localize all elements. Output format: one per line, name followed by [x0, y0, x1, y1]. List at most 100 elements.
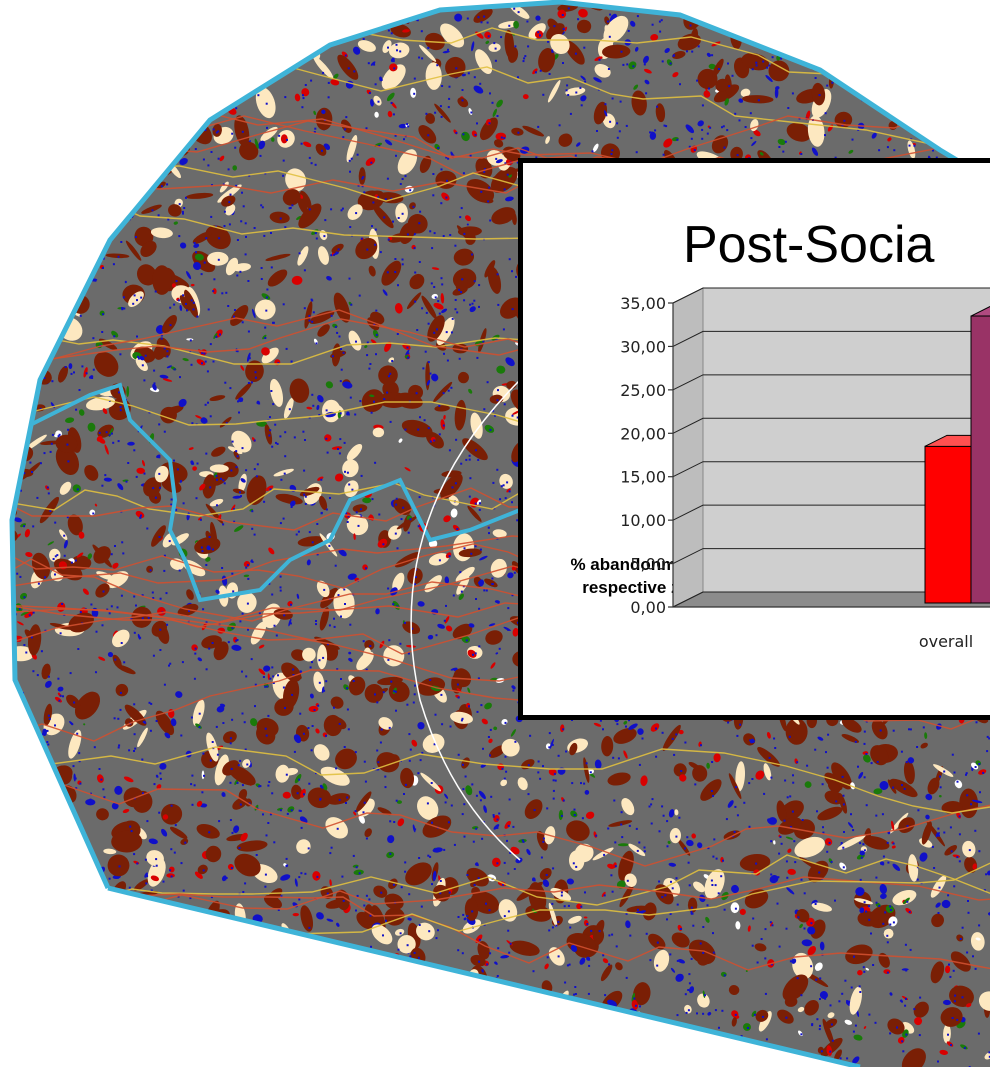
land-cover-pixel: [397, 948, 400, 951]
land-cover-patch: [688, 986, 695, 994]
land-cover-pixel: [31, 471, 33, 473]
land-cover-patch: [240, 832, 248, 842]
land-cover-pixel: [399, 183, 402, 185]
land-cover-pixel: [445, 604, 447, 607]
land-cover-pixel: [119, 708, 122, 711]
land-cover-pixel: [691, 50, 694, 53]
land-cover-patch: [43, 703, 53, 726]
land-cover-patch: [492, 529, 507, 538]
land-cover-pixel: [50, 194, 53, 197]
land-cover-patch: [312, 871, 321, 881]
land-cover-pixel: [797, 916, 800, 919]
land-cover-patch: [615, 962, 623, 971]
land-cover-patch: [535, 15, 541, 21]
land-cover-patch: [799, 923, 803, 929]
land-cover-patch: [179, 158, 188, 165]
land-cover-pixel: [898, 61, 901, 64]
land-cover-patch: [944, 110, 953, 118]
land-cover-pixel: [825, 751, 827, 754]
land-cover-pixel: [328, 997, 331, 1000]
land-cover-pixel: [438, 433, 441, 436]
land-cover-pixel: [824, 997, 827, 1000]
land-cover-pixel: [449, 234, 452, 236]
land-cover-pixel: [234, 309, 236, 311]
land-cover-pixel: [764, 928, 767, 931]
land-cover-pixel: [130, 82, 133, 85]
land-cover-pixel: [727, 62, 729, 65]
land-cover-patch: [54, 928, 62, 936]
land-cover-pixel: [270, 390, 273, 392]
land-cover-pixel: [383, 398, 386, 400]
land-cover-pixel: [154, 1031, 157, 1033]
land-cover-pixel: [489, 219, 492, 222]
land-cover-pixel: [474, 502, 477, 505]
land-cover-pixel: [261, 206, 264, 209]
land-cover-pixel: [393, 67, 396, 70]
land-cover-pixel: [354, 751, 357, 754]
land-cover-pixel: [811, 1024, 814, 1027]
land-cover-patch: [102, 974, 110, 984]
land-cover-pixel: [616, 136, 619, 139]
land-cover-pixel: [372, 201, 375, 204]
land-cover-pixel: [371, 225, 373, 228]
land-cover-pixel: [557, 920, 560, 923]
land-cover-pixel: [323, 973, 326, 976]
land-cover-pixel: [230, 469, 233, 472]
land-cover-patch: [105, 24, 114, 34]
land-cover-patch: [12, 970, 38, 983]
land-cover-patch: [12, 133, 24, 157]
land-cover-pixel: [229, 742, 232, 745]
land-cover-pixel: [434, 111, 437, 114]
land-cover-patch: [103, 848, 117, 855]
land-cover-patch: [826, 1045, 833, 1056]
land-cover-pixel: [530, 996, 533, 999]
land-cover-patch: [94, 671, 98, 674]
land-cover-patch: [231, 430, 252, 453]
land-cover-pixel: [947, 3, 950, 6]
land-cover-patch: [336, 1005, 344, 1013]
land-cover-pixel: [548, 746, 551, 749]
land-cover-pixel: [388, 375, 390, 378]
land-cover-pixel: [977, 1032, 980, 1035]
land-cover-pixel: [12, 716, 15, 718]
land-cover-pixel: [938, 726, 941, 729]
land-cover-patch: [894, 45, 897, 54]
land-cover-pixel: [114, 658, 117, 661]
land-cover-pixel: [221, 567, 224, 569]
land-cover-pixel: [497, 947, 500, 950]
land-cover-pixel: [717, 892, 720, 895]
land-cover-pixel: [247, 36, 250, 39]
land-cover-pixel: [130, 41, 133, 44]
land-cover-patch: [384, 139, 393, 146]
land-cover-pixel: [401, 178, 404, 180]
land-cover-pixel: [383, 216, 386, 219]
land-cover-pixel: [350, 659, 353, 662]
land-cover-pixel: [23, 71, 26, 74]
land-cover-pixel: [178, 203, 181, 206]
land-cover-pixel: [577, 18, 580, 21]
land-cover-pixel: [390, 32, 393, 35]
land-cover-patch: [754, 23, 769, 42]
land-cover-pixel: [872, 25, 875, 28]
land-cover-pixel: [87, 26, 89, 29]
land-cover-pixel: [454, 244, 457, 247]
land-cover-patch: [288, 1012, 296, 1024]
land-cover-pixel: [418, 924, 421, 926]
land-cover-pixel: [21, 352, 24, 355]
land-cover-pixel: [121, 541, 124, 544]
land-cover-patch: [78, 531, 85, 539]
land-cover-pixel: [859, 842, 862, 845]
land-cover-pixel: [666, 820, 669, 823]
land-cover-patch: [279, 931, 282, 936]
land-cover-pixel: [901, 784, 903, 787]
land-cover-pixel: [209, 93, 212, 96]
land-cover-pixel: [454, 482, 457, 485]
land-cover-pixel: [330, 846, 333, 849]
land-cover-pixel: [444, 1051, 447, 1054]
land-cover-pixel: [315, 623, 317, 626]
land-cover-pixel: [711, 761, 714, 763]
land-cover-pixel: [347, 19, 350, 22]
land-cover-pixel: [958, 833, 961, 836]
land-cover-pixel: [217, 591, 220, 594]
land-cover-pixel: [329, 1029, 332, 1032]
